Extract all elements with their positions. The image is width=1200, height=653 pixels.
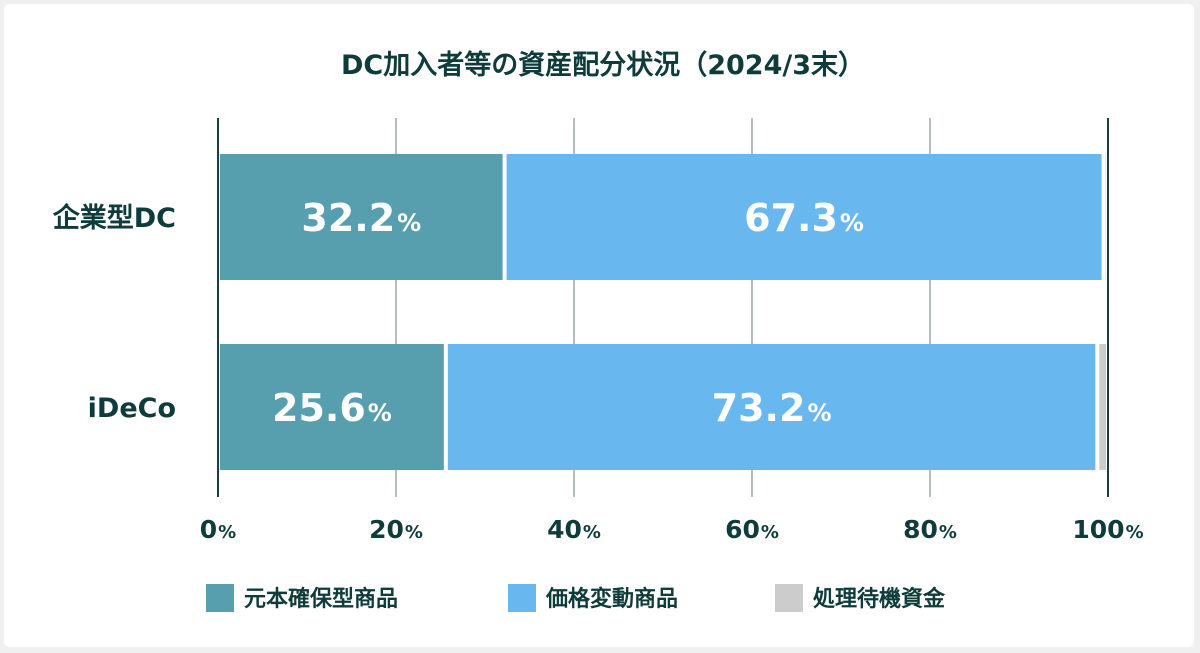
category-labels: 企業型DC iDeCo bbox=[53, 202, 176, 424]
legend-swatch bbox=[775, 584, 803, 612]
category-label: 企業型DC bbox=[53, 202, 176, 234]
x-tick-label: 40% bbox=[547, 515, 601, 544]
bar-kigyougata-dc-series-0 bbox=[220, 154, 503, 280]
legend-label: 元本確保型商品 bbox=[244, 586, 398, 612]
legend-swatch bbox=[508, 584, 536, 612]
bar-value-label: 32.2% bbox=[301, 196, 421, 240]
bar-ideco-series-2 bbox=[1099, 344, 1106, 470]
x-axis: 0% 20% 40% 60% 80% 100% bbox=[200, 515, 1144, 544]
bar-kigyougata-dc-series-1 bbox=[506, 154, 1102, 280]
legend-label: 処理待機資金 bbox=[813, 586, 946, 612]
category-label: iDeCo bbox=[88, 393, 176, 424]
bar-ideco-series-1 bbox=[447, 344, 1096, 470]
chart-card bbox=[4, 4, 1194, 647]
chart-title: DC加入者等の資産配分状況（2024/3末） bbox=[341, 49, 865, 81]
bars: 32.2% 67.3%25.6% 73.2% bbox=[220, 154, 1106, 470]
x-tick-label: 20% bbox=[369, 515, 423, 544]
x-tick-label: 100% bbox=[1072, 515, 1143, 544]
legend-label: 価格変動商品 bbox=[545, 586, 678, 612]
x-tick-label: 80% bbox=[903, 515, 957, 544]
bar-ideco-series-0 bbox=[220, 344, 444, 470]
x-tick-label: 0% bbox=[200, 515, 236, 544]
x-tick-label: 60% bbox=[725, 515, 779, 544]
legend: 元本確保型商品 価格変動商品 処理待機資金 bbox=[206, 584, 946, 612]
legend-swatch bbox=[206, 584, 234, 612]
